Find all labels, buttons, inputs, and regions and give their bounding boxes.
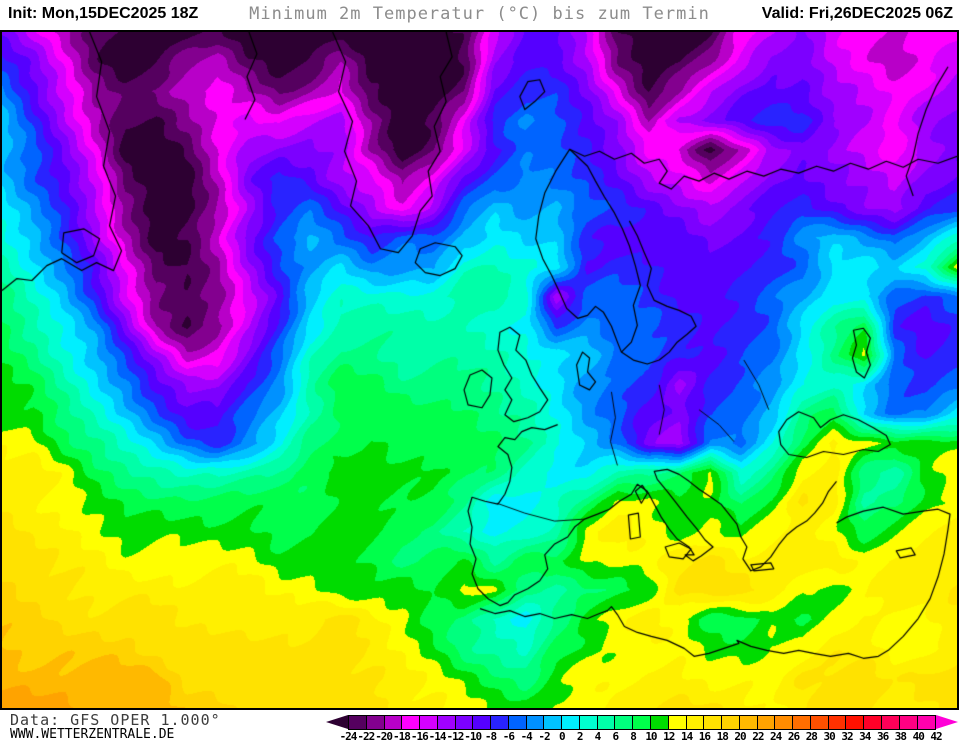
colorbar-segment bbox=[402, 716, 421, 729]
colorbar-tick-label: 36 bbox=[876, 730, 889, 741]
colorbar-segment bbox=[757, 716, 776, 729]
colorbar-tick-label: 40 bbox=[912, 730, 925, 741]
colorbar-segment bbox=[562, 716, 580, 729]
colorbar-segment bbox=[828, 716, 847, 729]
colorbar-segment bbox=[491, 716, 509, 729]
colorbar-strip bbox=[348, 715, 937, 730]
colorbar-tick-label: -20 bbox=[375, 730, 393, 741]
colorbar-tick-label: 34 bbox=[859, 730, 871, 741]
temperature-field-canvas bbox=[2, 32, 957, 708]
colorbar-tick-label: 22 bbox=[752, 730, 764, 741]
colorbar-segment bbox=[526, 716, 545, 729]
colorbar-tick-label: 0 bbox=[559, 730, 566, 741]
colorbar-segment bbox=[508, 716, 527, 729]
colorbar-tick-label: 16 bbox=[698, 730, 711, 741]
colorbar-segment bbox=[455, 716, 474, 729]
colorbar-tick-label: 20 bbox=[734, 730, 746, 741]
colorbar-segment bbox=[366, 716, 385, 729]
colorbar-segment bbox=[651, 716, 669, 729]
colorbar-tick-label: -6 bbox=[502, 730, 515, 741]
colorbar-tick-label: 6 bbox=[612, 730, 619, 741]
colorbar-tick-label: -12 bbox=[446, 730, 464, 741]
colorbar-tick-label: 28 bbox=[805, 730, 818, 741]
colorbar-segment bbox=[544, 716, 563, 729]
colorbar-tick-label: -14 bbox=[428, 730, 447, 741]
colorbar-tick-label: -2 bbox=[538, 730, 550, 741]
colorbar-segment bbox=[775, 716, 794, 729]
colorbar-segment bbox=[881, 716, 900, 729]
colorbar-tick-label: -10 bbox=[464, 730, 482, 741]
colorbar-segment bbox=[899, 716, 918, 729]
map-header: Init: Mon,15DEC2025 18Z Minimum 2m Tempe… bbox=[0, 0, 959, 30]
colorbar-segment bbox=[722, 716, 740, 729]
colorbar-segment bbox=[917, 716, 936, 729]
colorbar-left-arrow bbox=[326, 715, 348, 729]
colorbar-tick-label: 12 bbox=[663, 730, 675, 741]
colorbar-tick-label: 24 bbox=[770, 730, 782, 741]
colorbar-segment bbox=[704, 716, 723, 729]
website-label: WWW.WETTERZENTRALE.DE bbox=[10, 727, 175, 741]
init-datetime-label: Init: Mon,15DEC2025 18Z bbox=[8, 5, 199, 22]
colorbar-tick-label: 4 bbox=[594, 730, 602, 741]
colorbar-segment bbox=[686, 716, 705, 729]
temperature-colorbar: -24 -22 -20 -18 -16 -14 -12 -10 -8 -6 -4 -2 0 2 4 6 8 10 1… bbox=[326, 715, 959, 741]
colorbar-segment bbox=[793, 716, 811, 729]
colorbar-tick-label: -16 bbox=[410, 730, 429, 741]
colorbar-segment bbox=[420, 716, 438, 729]
colorbar-segment bbox=[473, 716, 492, 729]
colorbar-segment bbox=[739, 716, 758, 729]
colorbar-segment bbox=[615, 716, 634, 729]
colorbar-segment bbox=[668, 716, 687, 729]
colorbar-tick-label: 18 bbox=[716, 730, 729, 741]
colorbar-segment bbox=[633, 716, 652, 729]
colorbar-tick-label: 32 bbox=[841, 730, 853, 741]
colorbar-segment bbox=[597, 716, 616, 729]
temperature-map bbox=[0, 30, 959, 710]
colorbar-tick-label: 2 bbox=[576, 730, 584, 741]
colorbar-tick-label: -4 bbox=[520, 730, 533, 741]
colorbar-segment bbox=[579, 716, 598, 729]
colorbar-segment bbox=[437, 716, 456, 729]
map-title: Minimum 2m Temperatur (°C) bis zum Termi… bbox=[249, 4, 710, 24]
valid-datetime-label: Valid: Fri,26DEC2025 06Z bbox=[761, 5, 953, 22]
colorbar-tick-label: 14 bbox=[680, 730, 693, 741]
colorbar-segment bbox=[810, 716, 829, 729]
colorbar-tick-label: -8 bbox=[484, 730, 497, 741]
colorbar-tick-label: -24 bbox=[339, 730, 358, 741]
colorbar-segment bbox=[864, 716, 882, 729]
colorbar-tick-label: -22 bbox=[357, 730, 375, 741]
colorbar-tick-label: 38 bbox=[894, 730, 907, 741]
colorbar-segment bbox=[349, 716, 367, 729]
data-source-label: Data: GFS OPER 1.000° bbox=[10, 711, 221, 729]
map-footer: Data: GFS OPER 1.000° WWW.WETTERZENTRALE… bbox=[0, 710, 959, 741]
colorbar-tick-label: 26 bbox=[787, 730, 800, 741]
colorbar-tick-label: -18 bbox=[393, 730, 411, 741]
colorbar-tick-label: 30 bbox=[823, 730, 836, 741]
colorbar-segment bbox=[384, 716, 403, 729]
colorbar-tick-label: 8 bbox=[630, 730, 637, 741]
colorbar-tick-label: 42 bbox=[930, 730, 942, 741]
colorbar-right-arrow bbox=[936, 715, 959, 729]
colorbar-tick-label: 10 bbox=[645, 730, 657, 741]
colorbar-segment bbox=[846, 716, 865, 729]
